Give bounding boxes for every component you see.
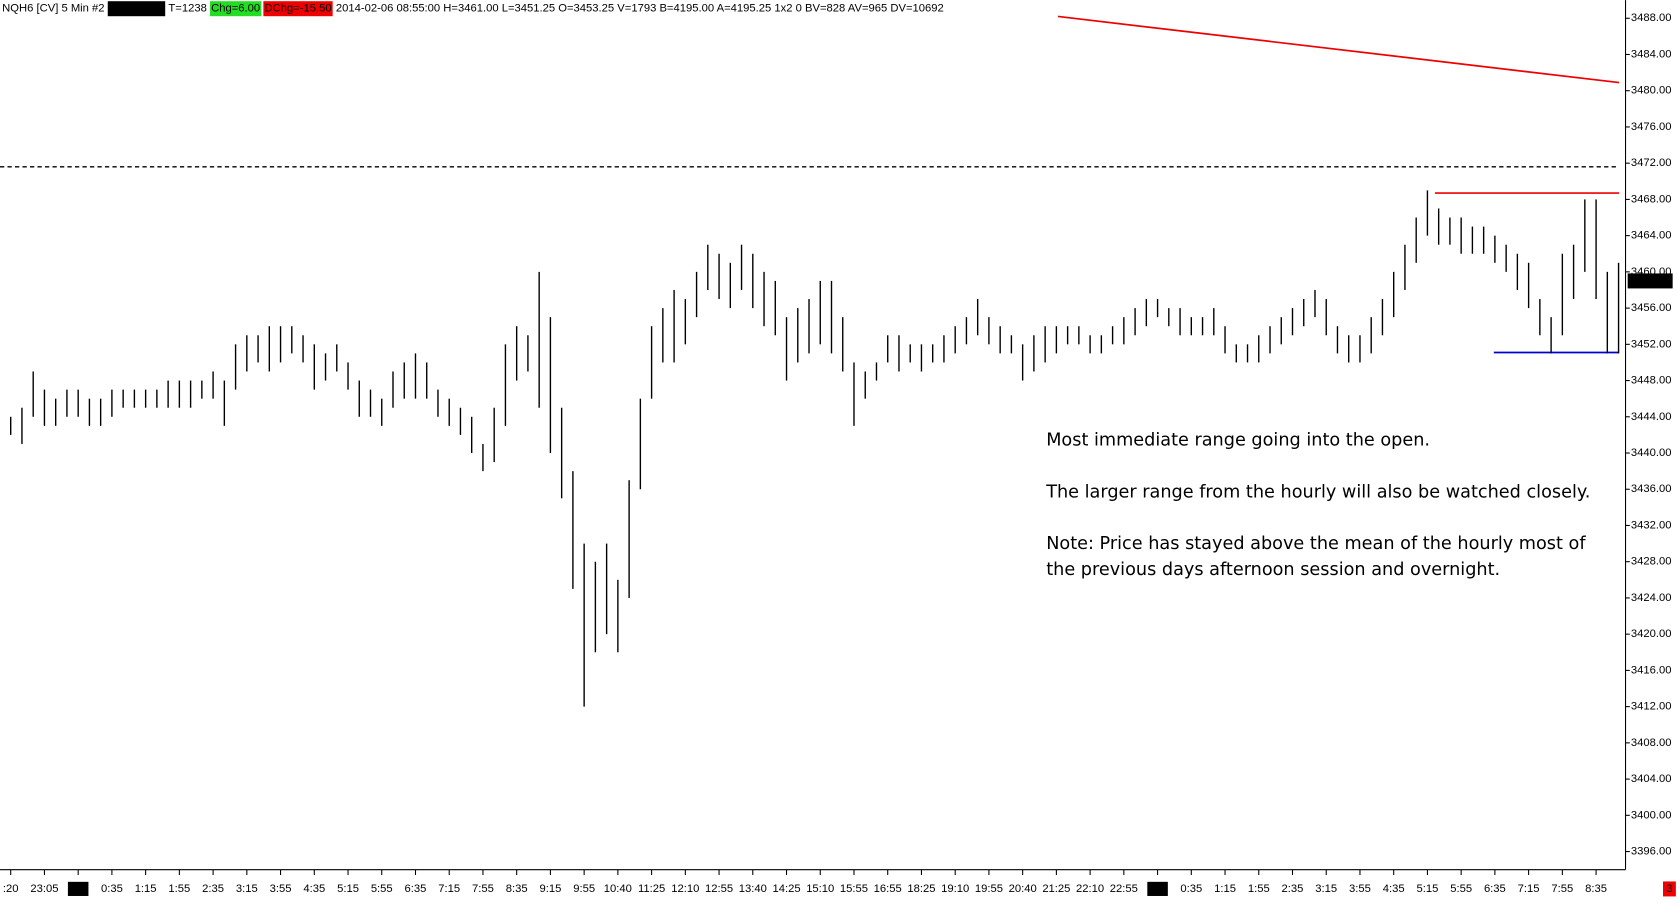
header-field: Chg=6.00: [211, 3, 260, 15]
y-tick-label: 3484.00: [1631, 48, 1672, 60]
x-tick-label: 7:55: [472, 883, 494, 895]
x-tick-label: 9:15: [539, 883, 561, 895]
header-field: NQH6 [CV] 5 Min #2: [2, 3, 104, 15]
y-tick-label: 3456.00: [1631, 302, 1672, 314]
header-field-bg: [263, 1, 333, 17]
y-tick-label: 3416.00: [1631, 664, 1672, 676]
x-tick-label: 4:35: [303, 883, 325, 895]
y-tick-label: 3448.00: [1631, 375, 1672, 387]
x-tick-label: 0:35: [1180, 883, 1202, 895]
header-field: DChg=-15.50: [264, 3, 331, 15]
x-tick-label: 13:40: [739, 883, 767, 895]
corner-badge-bg: [1663, 881, 1676, 897]
y-tick-label: 3412.00: [1631, 701, 1672, 713]
date-label-bg: [1147, 881, 1168, 896]
y-tick-label: 3404.00: [1631, 773, 1672, 785]
x-tick-label: 21:25: [1042, 883, 1070, 895]
x-tick-label: 12:55: [705, 883, 733, 895]
y-tick-label: 3396.00: [1631, 846, 1672, 858]
y-tick-label: 3452.00: [1631, 338, 1672, 350]
x-tick-label: 22:10: [1076, 883, 1104, 895]
y-tick-label: 3420.00: [1631, 628, 1672, 640]
corner-badge: 3: [1666, 883, 1672, 895]
x-tick-label: 15:55: [840, 883, 868, 895]
x-tick-label: 2:35: [1282, 883, 1304, 895]
x-tick-label: 9:55: [573, 883, 595, 895]
x-tick-label: 7:55: [1551, 883, 1573, 895]
date-label-bg: [67, 881, 89, 896]
x-tick-label: 6:35: [405, 883, 427, 895]
x-tick-label: :20: [3, 883, 19, 895]
last-price-bg: [1627, 273, 1673, 289]
header-field: 2014-02-06 08:55:00 H=3461.00 L=3451.25 …: [336, 3, 944, 15]
x-tick-label: 5:55: [371, 883, 393, 895]
x-tick-label: 3:15: [236, 883, 258, 895]
x-tick-label: 1:55: [1248, 883, 1270, 895]
x-tick-label: 22:55: [1110, 883, 1138, 895]
x-tick-label: 1:55: [168, 883, 190, 895]
x-tick-label: 1:15: [135, 883, 157, 895]
y-tick-label: 3400.00: [1631, 809, 1672, 821]
reference-line: [1057, 15, 1620, 84]
x-tick-label: 23:05: [30, 883, 58, 895]
x-tick-label: 7:15: [438, 883, 460, 895]
x-tick-label: 6:35: [1484, 883, 1506, 895]
x-tick-label: 8:35: [1585, 883, 1607, 895]
annotation: Note: Price has stayed above the mean of…: [1046, 534, 1586, 554]
x-tick-label: 18:25: [907, 883, 935, 895]
x-tick-label: 3:55: [270, 883, 292, 895]
x-tick-label: 15:10: [806, 883, 834, 895]
header-field-bg: [107, 1, 166, 17]
x-tick-label: 20:40: [1009, 883, 1037, 895]
annotation: Most immediate range going into the open…: [1046, 430, 1430, 450]
y-tick-label: 3408.00: [1631, 737, 1672, 749]
y-tick-label: 3488.00: [1631, 12, 1672, 24]
x-tick-label: 3:55: [1349, 883, 1371, 895]
x-tick-label: 4:35: [1383, 883, 1405, 895]
y-tick-label: 3428.00: [1631, 556, 1672, 568]
x-tick-label: 19:10: [941, 883, 969, 895]
x-tick-label: 2:35: [202, 883, 224, 895]
x-tick-label: 3:15: [1315, 883, 1337, 895]
header-field: C=3459.00: [109, 3, 164, 15]
annotation: the previous days afternoon session and …: [1046, 560, 1500, 580]
y-tick-label: 3424.00: [1631, 592, 1672, 604]
y-tick-label: 3440.00: [1631, 447, 1672, 459]
y-tick-label: 3436.00: [1631, 483, 1672, 495]
x-tick-label: 5:15: [337, 883, 359, 895]
x-tick-label: 14:25: [772, 883, 800, 895]
x-tick-label: 16:55: [874, 883, 902, 895]
header-field: T=1238: [168, 3, 206, 15]
header-field-bg: [210, 1, 262, 17]
x-tick-label: 5:55: [1450, 883, 1472, 895]
x-tick-label: 10:40: [604, 883, 632, 895]
y-tick-label: 3464.00: [1631, 230, 1672, 242]
y-tick-label: 3472.00: [1631, 157, 1672, 169]
annotation: The larger range from the hourly will al…: [1045, 483, 1590, 503]
x-tick-label: 12:10: [671, 883, 699, 895]
x-tick-label: 0:35: [101, 883, 123, 895]
date-label: 2-6: [1149, 883, 1165, 895]
x-tick-label: 8:35: [506, 883, 528, 895]
y-tick-label: 3476.00: [1631, 121, 1672, 133]
date-label: 2-5: [70, 883, 86, 895]
y-tick-label: 3480.00: [1631, 85, 1672, 97]
x-tick-label: 1:15: [1214, 883, 1236, 895]
y-tick-label: 3444.00: [1631, 411, 1672, 423]
y-tick-label: 3432.00: [1631, 519, 1672, 531]
y-tick-label: 3468.00: [1631, 193, 1672, 205]
last-price-label: 3459.00: [1630, 275, 1671, 287]
x-tick-label: 7:15: [1518, 883, 1540, 895]
x-tick-label: 19:55: [975, 883, 1003, 895]
x-tick-label: 11:25: [638, 883, 665, 895]
x-tick-label: 5:15: [1416, 883, 1438, 895]
